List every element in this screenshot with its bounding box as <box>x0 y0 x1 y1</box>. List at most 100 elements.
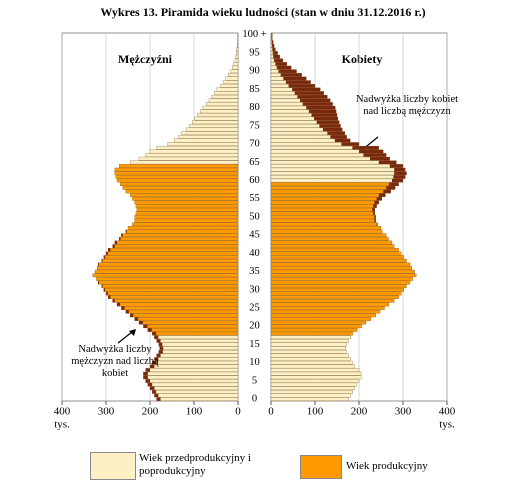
surplus <box>376 197 382 201</box>
bar <box>270 167 406 172</box>
surplus <box>152 390 157 394</box>
bar <box>270 175 406 179</box>
bar <box>270 189 391 194</box>
surplus <box>392 178 403 183</box>
surplus <box>108 295 111 299</box>
bar <box>206 102 239 106</box>
surplus <box>297 95 328 99</box>
bar <box>192 120 239 125</box>
surplus <box>103 288 106 292</box>
surplus <box>271 40 274 44</box>
bar <box>233 62 239 66</box>
surplus <box>125 310 129 314</box>
surplus <box>393 175 406 179</box>
surplus <box>154 393 159 398</box>
bar <box>270 244 395 248</box>
bar <box>147 328 239 332</box>
surplus <box>274 58 283 63</box>
bar <box>270 258 407 263</box>
bar <box>270 291 402 296</box>
bar <box>270 229 383 234</box>
bar <box>214 91 239 95</box>
age-label: 80 <box>249 102 260 113</box>
legend-label: Wiek produkcyjny <box>346 460 428 472</box>
surplus <box>154 335 159 339</box>
surplus <box>283 76 307 81</box>
bar <box>270 371 362 376</box>
surplus <box>114 240 117 245</box>
surplus <box>143 375 148 379</box>
surplus <box>112 244 115 248</box>
surplus <box>373 204 377 208</box>
bar <box>119 164 239 168</box>
surplus <box>119 237 121 241</box>
chart-title: Wykres 13. Piramida wieku ludności (stan… <box>100 5 425 19</box>
bar <box>202 105 239 110</box>
bar <box>270 375 362 380</box>
bar <box>270 233 387 238</box>
bar <box>270 335 351 340</box>
bar <box>152 390 239 394</box>
bar <box>270 196 383 201</box>
surplus <box>383 189 391 194</box>
surplus <box>330 135 347 139</box>
bar <box>154 335 239 340</box>
legend-swatch <box>90 452 136 480</box>
bar <box>125 189 239 194</box>
bar <box>103 288 239 292</box>
bar <box>235 54 239 59</box>
bar <box>119 237 239 241</box>
x-tick-label: 300 <box>395 406 412 418</box>
bar <box>270 288 405 292</box>
bar <box>194 116 239 121</box>
bar <box>270 218 376 223</box>
age-label: 75 <box>249 120 260 131</box>
bar <box>270 382 357 387</box>
bar <box>152 331 239 336</box>
bar <box>114 240 239 245</box>
bar <box>270 255 405 259</box>
surplus <box>152 361 157 365</box>
x-tick-label: 300 <box>98 406 115 418</box>
bar <box>270 313 376 318</box>
bar <box>270 262 411 267</box>
surplus <box>374 215 376 219</box>
surplus <box>319 124 341 128</box>
bar <box>270 364 355 369</box>
x-tick-label: 0 <box>268 406 274 418</box>
x-unit: tys. <box>54 419 70 431</box>
surplus <box>145 368 150 372</box>
surplus <box>147 328 152 332</box>
surplus <box>101 284 103 288</box>
surplus <box>288 84 315 88</box>
bar <box>130 313 239 318</box>
x-tick-label: 200 <box>351 406 368 418</box>
x-tick-label: 0 <box>235 406 241 418</box>
bar <box>270 317 372 321</box>
arrowhead <box>129 329 136 336</box>
bar <box>156 397 239 401</box>
bar <box>270 222 378 227</box>
bar <box>156 353 239 358</box>
surplus <box>302 102 333 106</box>
bar <box>174 138 239 143</box>
x-tick-label: 100 <box>186 406 203 418</box>
surplus <box>271 33 273 37</box>
surplus <box>300 98 331 103</box>
bar <box>216 87 239 92</box>
bar <box>125 309 239 314</box>
surplus <box>143 324 148 328</box>
age-label: 55 <box>249 193 260 204</box>
surplus <box>108 248 111 252</box>
surplus <box>150 364 155 369</box>
age-label: 30 <box>249 284 260 295</box>
bar <box>270 393 351 398</box>
bar <box>270 386 355 391</box>
age-label: 35 <box>249 266 260 277</box>
bar <box>270 357 351 361</box>
bar <box>270 200 379 205</box>
bar <box>270 299 395 303</box>
bar <box>97 280 239 285</box>
bar <box>270 277 413 281</box>
age-label: 15 <box>249 339 260 350</box>
